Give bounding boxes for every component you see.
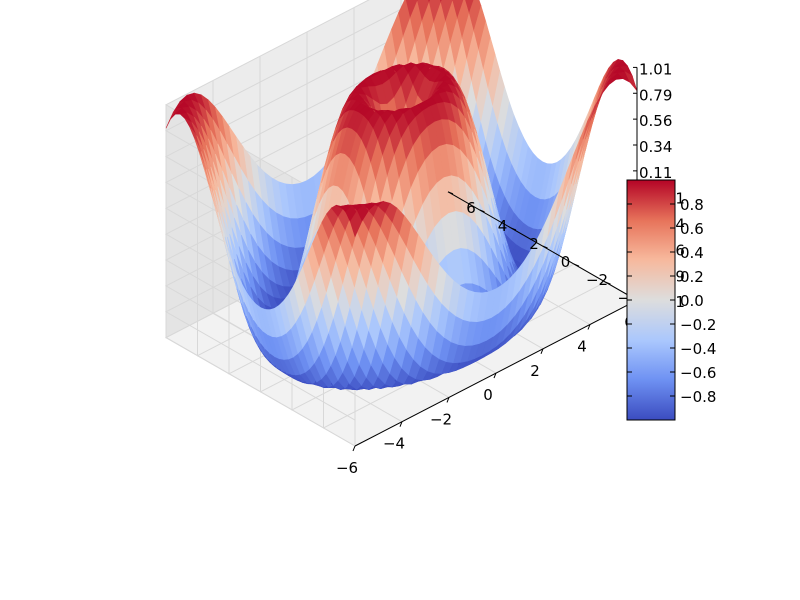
colorbar-tick-label: 0.6 [680,220,704,238]
y-tick-label: 4 [498,217,508,235]
x-tick-label: −4 [383,435,405,453]
z-tick-label: 0.79 [639,86,672,104]
x-tick-mark [446,397,450,403]
x-tick-label: 4 [577,338,587,356]
x-tick-mark [540,348,544,354]
x-tick-label: −2 [430,410,452,428]
colorbar-tick-label: 0.8 [680,196,704,214]
z-tick-label: 0.11 [639,164,672,182]
colorbar-tick-label: −0.6 [680,364,716,382]
y-tick-mark [479,209,485,213]
y-tick-mark [447,191,454,195]
colorbar-tick-label: −0.2 [680,316,716,334]
z-tick-label: 1.01 [639,60,672,78]
colorbar-tick-label: 0.2 [680,268,704,286]
surface-patch [624,71,638,91]
colorbar-tick-label: −0.8 [680,388,716,406]
colorbar-tick-label: 0.4 [680,244,704,262]
surface-patch [465,0,475,14]
x-tick-label: 0 [483,386,493,404]
colorbar-tick-label: 0.0 [680,292,704,310]
colorbar-tick-label: −0.4 [680,340,716,358]
colorbar: 0.8 0.6 0.4 0.2 0.0 −0.2 −0.4 −0.6 −0.8 [626,179,716,421]
x-tick-label: 2 [530,362,540,380]
x-tick-label: −6 [336,459,358,477]
y-tick-mark [510,227,517,231]
z-tick-label: 0.56 [639,112,672,130]
gridline-z [164,0,370,214]
x-tick-mark [399,421,403,427]
y-tick-label: 2 [529,235,539,253]
x-tick-mark [352,445,356,452]
colorbar-ticks: 0.8 0.6 0.4 0.2 0.0 −0.2 −0.4 −0.6 −0.8 [627,196,716,406]
y-tick-label: 0 [561,253,571,271]
x-tick-mark [493,372,497,379]
y-tick-mark [542,245,548,249]
surface-plot [165,0,638,391]
y-tick-mark [573,263,580,267]
colorbar-gradient [626,179,676,421]
y-tick-label: −2 [586,271,608,289]
x-tick-mark [587,324,591,330]
z-tick-label: 0.34 [639,138,672,156]
y-tick-mark [605,281,611,285]
y-tick-label: 6 [466,199,476,217]
